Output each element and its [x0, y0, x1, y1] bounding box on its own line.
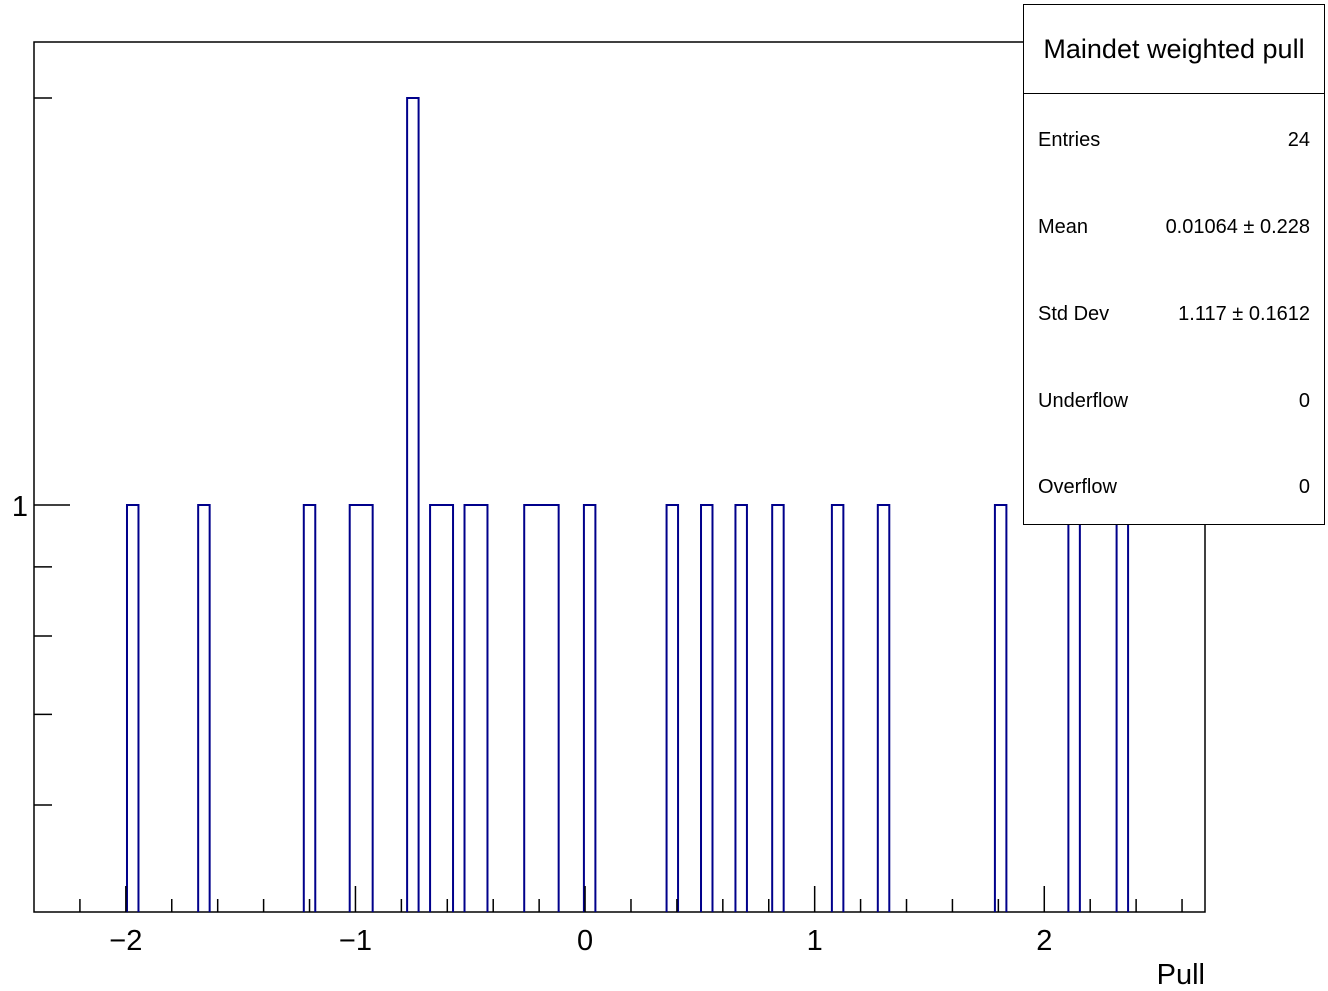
- histogram-bar: [1115, 503, 1130, 912]
- histogram-bar: [582, 503, 597, 912]
- stats-label: Overflow: [1038, 475, 1117, 498]
- stats-title: Maindet weighted pull: [1024, 5, 1324, 94]
- x-tick-label: −1: [339, 925, 372, 957]
- y-tick-label: 1: [12, 491, 28, 523]
- stats-value: 1.117 ± 0.1612: [1178, 302, 1310, 325]
- stats-label: Entries: [1038, 128, 1101, 151]
- histogram-bar: [197, 503, 211, 912]
- x-tick-label: 1: [807, 925, 823, 957]
- stats-row-underflow: Underflow 0: [1038, 386, 1310, 416]
- histogram-bar: [463, 503, 489, 912]
- histogram-bar: [665, 503, 680, 912]
- stats-row-overflow: Overflow 0: [1038, 472, 1310, 502]
- histogram-bar: [406, 96, 420, 912]
- histogram-bar: [876, 503, 891, 912]
- stats-label: Std Dev: [1038, 302, 1110, 325]
- histogram-bar: [125, 503, 140, 912]
- stats-row-std-dev: Std Dev 1.117 ± 0.1612: [1038, 299, 1310, 329]
- x-tick-label: 0: [577, 925, 593, 957]
- stats-value: 0: [1298, 475, 1310, 498]
- stats-row-mean: Mean 0.01064 ± 0.228: [1038, 212, 1310, 242]
- stats-label: Underflow: [1038, 389, 1129, 412]
- histogram-bar: [523, 503, 560, 912]
- stats-value: 0: [1298, 389, 1310, 412]
- x-tick-label: −2: [109, 925, 142, 957]
- histogram-bar: [993, 503, 1008, 912]
- histogram-bar: [348, 503, 374, 912]
- histogram-bar: [429, 503, 455, 912]
- stats-box: Maindet weighted pull Entries 24 Mean 0.…: [1023, 4, 1325, 525]
- stats-label: Mean: [1038, 215, 1089, 238]
- x-axis-label: Pull: [1157, 959, 1205, 991]
- histogram-bar: [302, 503, 317, 912]
- x-tick-label: 2: [1036, 925, 1052, 957]
- stats-value: 24: [1287, 128, 1310, 151]
- histogram-bar: [1067, 503, 1081, 912]
- stats-value: 0.01064 ± 0.228: [1165, 215, 1310, 238]
- histogram-bar: [700, 503, 714, 912]
- histogram-bar: [830, 503, 845, 912]
- histogram-bar: [771, 503, 785, 912]
- stats-row-entries: Entries 24: [1038, 125, 1310, 155]
- histogram-bar: [734, 503, 748, 912]
